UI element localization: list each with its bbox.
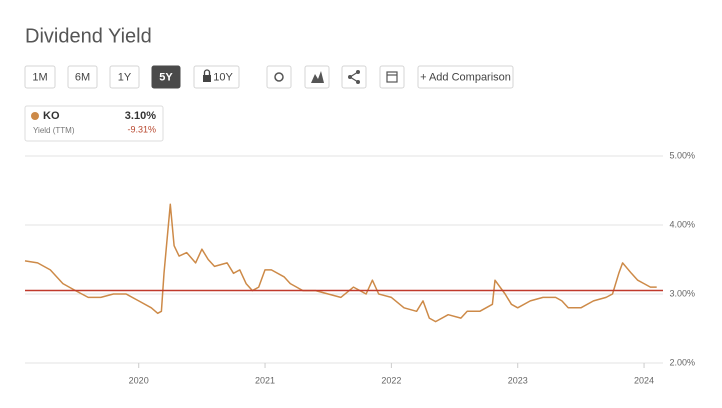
chart-title: Dividend Yield <box>25 25 152 47</box>
share-button[interactable] <box>341 65 367 89</box>
x-tick-label: 2022 <box>381 375 401 385</box>
x-tick-label: 2024 <box>634 375 654 385</box>
x-tick-label: 2023 <box>508 375 528 385</box>
period-button[interactable] <box>151 65 181 89</box>
legend-name: KO <box>43 110 60 122</box>
period-label: 5Y <box>159 71 173 83</box>
legend-sublabel: Yield (TTM) <box>33 126 75 135</box>
period-button[interactable] <box>109 65 140 89</box>
period-label: 6M <box>75 71 90 83</box>
settings-button[interactable] <box>266 65 292 89</box>
y-tick-label: 2.00% <box>669 357 695 367</box>
lock-icon <box>203 75 211 82</box>
period-label: 10Y <box>213 71 233 83</box>
y-tick-label: 5.00% <box>669 150 695 160</box>
legend: KO 3.10% Yield (TTM) -9.31% <box>24 105 164 142</box>
y-tick-label: 4.00% <box>669 219 695 229</box>
x-tick-label: 2020 <box>129 375 149 385</box>
chart-type-button[interactable] <box>304 65 330 89</box>
period-button[interactable] <box>24 65 56 89</box>
period-label: 1M <box>32 71 47 83</box>
x-tick-label: 2021 <box>255 375 275 385</box>
table-button[interactable] <box>379 65 405 89</box>
table-icon <box>386 71 398 83</box>
share-dot <box>348 75 352 79</box>
settings-icon <box>274 72 284 82</box>
period-button[interactable] <box>67 65 98 89</box>
toolbar: + Add Comparison <box>266 65 514 89</box>
share-dot <box>356 80 360 84</box>
legend-dot <box>31 112 39 120</box>
share-dot <box>356 70 360 74</box>
y-tick-label: 3.00% <box>669 288 695 298</box>
chart-type-icon <box>311 71 324 83</box>
series-line <box>24 203 657 323</box>
add-comparison-label: + Add Comparison <box>420 71 511 83</box>
lock-shackle <box>203 69 211 75</box>
legend-change: -9.31% <box>127 124 156 134</box>
period-label: 1Y <box>118 71 132 83</box>
legend-value: 3.10% <box>125 110 156 122</box>
add-comparison-button[interactable] <box>417 65 514 89</box>
legend-box <box>24 105 164 142</box>
